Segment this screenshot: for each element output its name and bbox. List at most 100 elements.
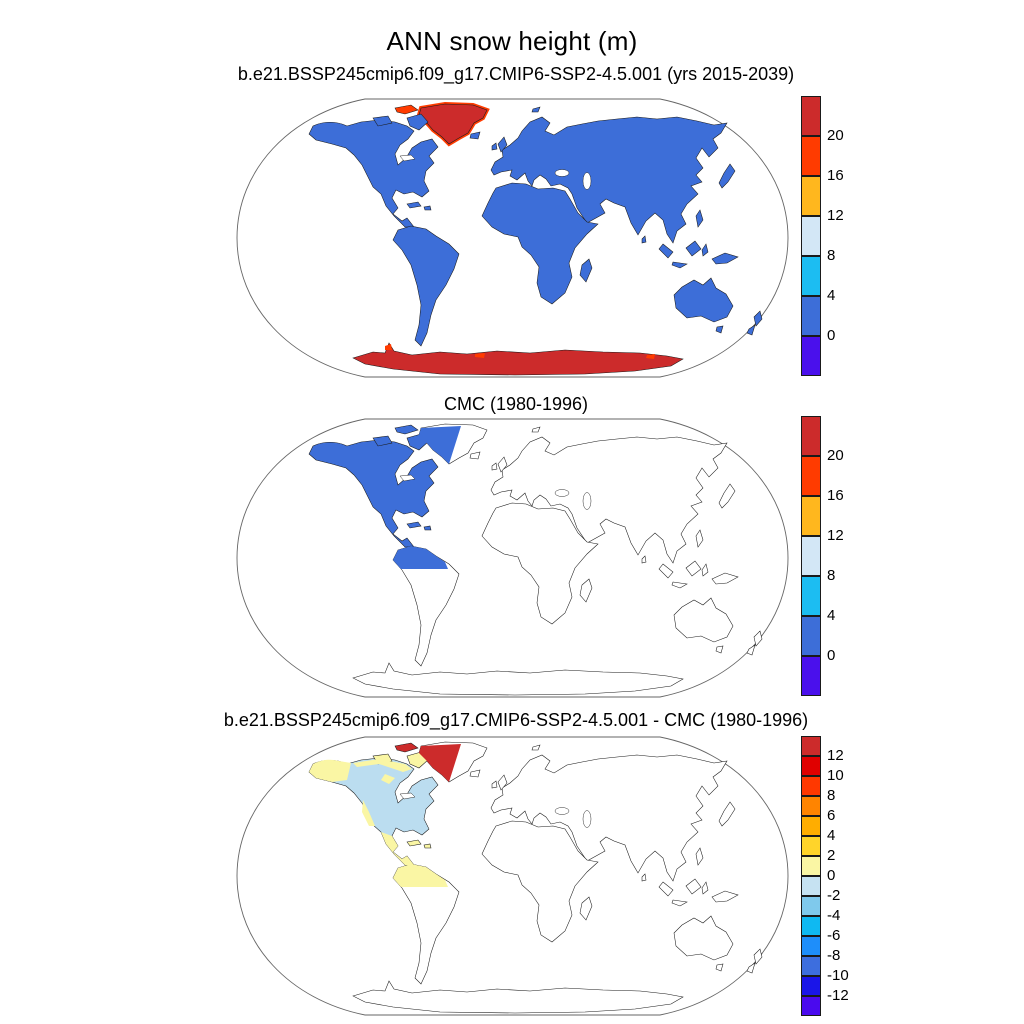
- region-java: [671, 899, 688, 907]
- region-srilanka: [641, 235, 647, 244]
- region-philippines: [695, 529, 704, 548]
- colorbar-segment: [801, 256, 821, 296]
- region-japan: [718, 163, 736, 189]
- region-victoria: [372, 435, 393, 447]
- colorbar-tick-label: 6: [827, 807, 836, 824]
- colorbar-tick-label: 0: [827, 867, 836, 884]
- colorbar-segment: [801, 936, 821, 956]
- region-iceland: [469, 451, 481, 460]
- colorbar-segment: [801, 836, 821, 856]
- region-antarctica: [352, 342, 684, 376]
- region-sulawesi: [701, 563, 709, 577]
- region-sumatra: [658, 243, 674, 259]
- colorbar-segment: [801, 856, 821, 876]
- caspian-sea: [582, 492, 592, 510]
- colorbar-segment: [801, 776, 821, 796]
- colorbar-segment: [801, 816, 821, 836]
- great-lakes: [399, 154, 416, 162]
- colorbar-tick-label: 4: [827, 827, 836, 844]
- region-madagascar: [579, 578, 593, 603]
- colorbar-tick-label: 8: [827, 787, 836, 804]
- region-ireland: [491, 780, 498, 789]
- colorbar-segment: [801, 616, 821, 656]
- overlay-greenland-w: [419, 426, 461, 464]
- region-java: [671, 261, 688, 269]
- region-australia: [673, 277, 734, 323]
- colorbar-tick-label: 4: [827, 607, 836, 624]
- region-ellesmere: [394, 424, 419, 435]
- colorbar-segment: [801, 296, 821, 336]
- region-uk: [497, 456, 508, 473]
- colorbar-segment: [801, 656, 821, 696]
- region-iceland: [469, 769, 481, 778]
- black-sea: [554, 489, 570, 497]
- region-antarctica: [352, 662, 684, 696]
- region-hispaniola: [423, 205, 432, 211]
- region-philippines: [695, 209, 704, 228]
- region-sumatra: [658, 563, 674, 579]
- overlay-greenland-w: [419, 744, 461, 782]
- region-victoria: [372, 115, 393, 127]
- region-uk: [497, 774, 508, 791]
- region-ellesmere: [394, 104, 419, 115]
- region-madagascar: [579, 258, 593, 283]
- region-northamerica: [308, 119, 439, 228]
- region-newzealand: [746, 310, 763, 336]
- region-baffin: [406, 113, 429, 131]
- region-australia: [673, 597, 734, 643]
- region-newguinea: [711, 890, 739, 903]
- region-newguinea: [711, 572, 739, 585]
- region-southamerica: [392, 545, 460, 667]
- colorbar-segment: [801, 496, 821, 536]
- colorbar-tick-label: 16: [827, 487, 844, 504]
- region-hispaniola: [423, 843, 432, 849]
- colorbar-segment: [801, 336, 821, 376]
- region-ireland: [491, 142, 498, 151]
- colorbar-tick-label: 16: [827, 167, 844, 184]
- region-philippines: [695, 847, 704, 866]
- colorbar-segment: [801, 456, 821, 496]
- region-greenland: [418, 103, 488, 145]
- region-borneo: [685, 878, 702, 895]
- overlay-alaska-patch: [309, 759, 351, 782]
- black-sea: [554, 169, 570, 177]
- colorbar-tick-label: 20: [827, 127, 844, 144]
- colorbar-tick-label: 0: [827, 647, 836, 664]
- colorbar-tick-label: -8: [827, 947, 841, 964]
- region-java: [671, 581, 688, 589]
- caspian-sea: [582, 810, 592, 828]
- colorbar-segment: [801, 416, 821, 456]
- region-antarctica: [352, 980, 684, 1014]
- region-sulawesi: [701, 243, 709, 257]
- colorbar-tick-label: 0: [827, 327, 836, 344]
- colorbar-tick-label: -12: [827, 987, 849, 1004]
- colorbar-tick-label: -4: [827, 907, 841, 924]
- colorbar-segment: [801, 576, 821, 616]
- region-tasmania: [715, 645, 724, 654]
- region-africa: [481, 820, 599, 943]
- overlay-sa-north-patch: [393, 546, 448, 569]
- world-map-obs-cmc: [235, 416, 790, 700]
- colorbar-model: 20 16 12 8 4 0: [801, 96, 844, 376]
- colorbar-segment: [801, 916, 821, 936]
- colorbar-segment: [801, 896, 821, 916]
- region-northamerica: [308, 439, 439, 548]
- colorbar-segment: [801, 736, 821, 756]
- figure-title: ANN snow height (m): [386, 26, 638, 56]
- region-africa: [481, 502, 599, 625]
- region-southamerica: [392, 225, 460, 347]
- panel-1-title: b.e21.BSSP245cmip6.f09_g17.CMIP6-SSP2-4.…: [237, 64, 795, 84]
- colorbar-segment: [801, 796, 821, 816]
- colorbar-tick-label: -6: [827, 927, 841, 944]
- region-japan: [718, 801, 736, 827]
- colorbar-tick-label: 10: [827, 767, 844, 784]
- colorbar-tick-label: 4: [827, 287, 836, 304]
- region-madagascar: [579, 896, 593, 921]
- region-cuba: [406, 521, 422, 529]
- region-southamerica: [392, 863, 460, 985]
- colorbar-segment: [801, 756, 821, 776]
- region-borneo: [685, 240, 702, 257]
- world-map-difference: [235, 734, 790, 1018]
- region-japan: [718, 483, 736, 509]
